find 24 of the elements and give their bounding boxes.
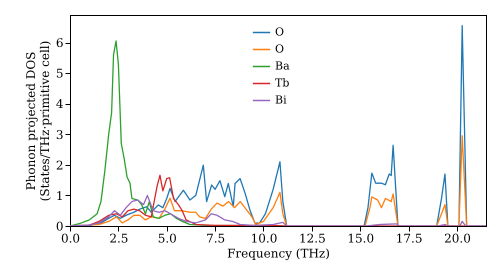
- y-tick-label: 3: [56, 128, 64, 142]
- y-tick-label: 1: [56, 188, 64, 203]
- y-tick-label: 6: [56, 36, 64, 50]
- x-tick-label: 2.5: [109, 232, 128, 246]
- legend-label: Tb: [275, 76, 290, 90]
- y-tick-label: 4: [56, 97, 64, 112]
- y-tick-label: 5: [56, 66, 64, 81]
- x-tick-label: 0.0: [60, 232, 80, 246]
- legend-label: Ba: [275, 60, 290, 72]
- legend-label: Bi: [275, 94, 288, 106]
- x-tick-label: 12.5: [299, 232, 326, 246]
- x-tick-label: 10.0: [250, 232, 278, 246]
- x-tick-label: 17.5: [396, 232, 422, 246]
- x-tick-label: 20.0: [444, 232, 471, 246]
- x-tick-label: 15.0: [347, 232, 374, 246]
- y-axis-title: Phonon projected DOS (States/THz·primitive cell): [24, 40, 52, 202]
- line-series: [70, 194, 486, 226]
- legend-label: O: [275, 42, 284, 56]
- y-tick-label: 0: [56, 220, 64, 234]
- y-tick-label: 2: [56, 158, 64, 172]
- x-axis-title: Frequency (THz): [227, 246, 330, 260]
- legend-label: O: [275, 26, 284, 38]
- x-tick-label: 5.0: [158, 232, 177, 246]
- x-tick-label: 7.5: [206, 232, 226, 246]
